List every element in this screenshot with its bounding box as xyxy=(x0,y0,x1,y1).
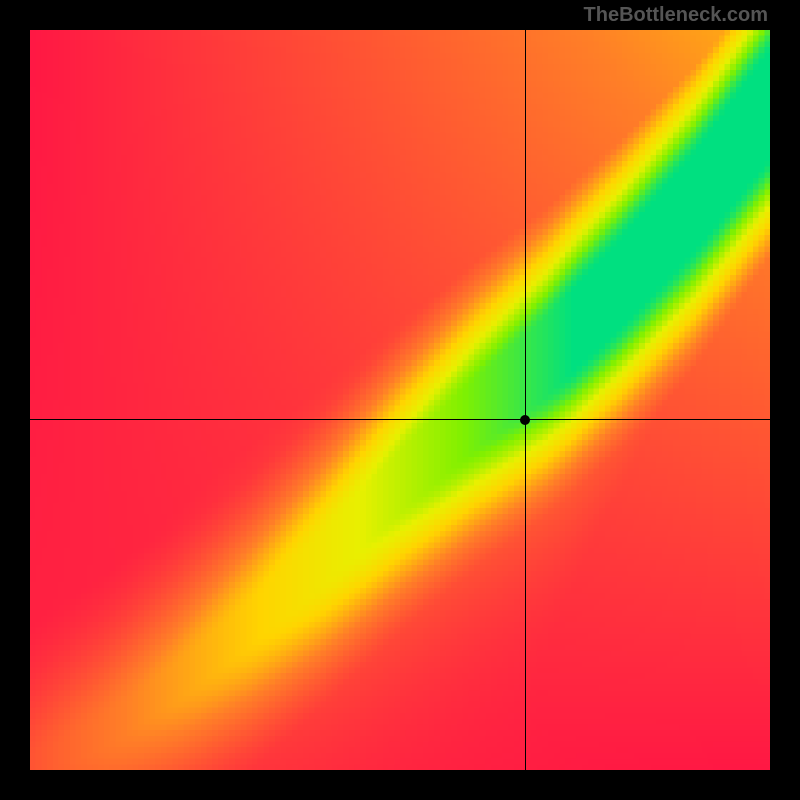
crosshair-marker xyxy=(520,415,530,425)
heatmap-canvas xyxy=(30,30,770,770)
plot-area xyxy=(30,30,770,770)
crosshair-vertical xyxy=(525,30,526,770)
crosshair-horizontal xyxy=(30,419,770,420)
watermark-text: TheBottleneck.com xyxy=(584,4,768,27)
